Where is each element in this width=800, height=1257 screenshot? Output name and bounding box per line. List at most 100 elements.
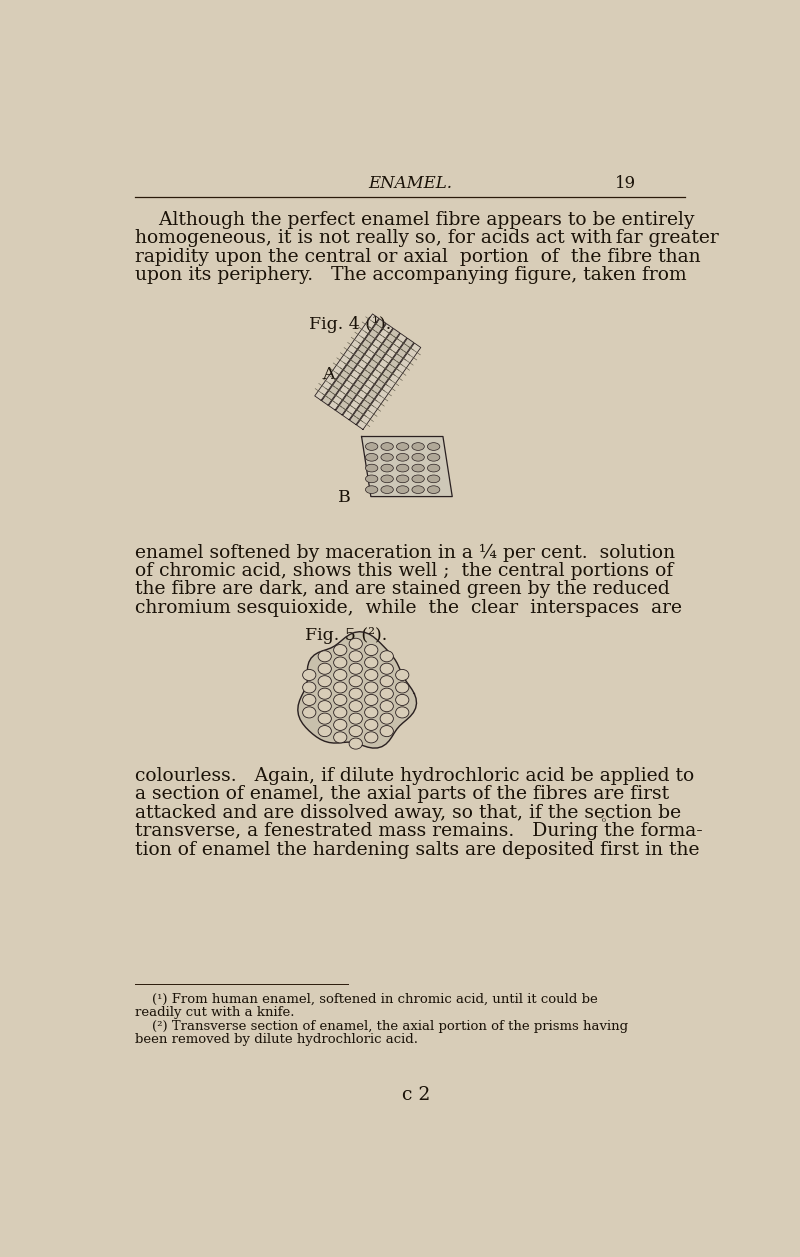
Ellipse shape — [318, 651, 331, 662]
Ellipse shape — [334, 694, 347, 705]
Ellipse shape — [366, 464, 378, 471]
Text: rapidity upon the central or axial  portion  of  the fibre than: rapidity upon the central or axial porti… — [135, 248, 701, 266]
Ellipse shape — [334, 670, 347, 680]
Ellipse shape — [381, 475, 394, 483]
Text: ENAMEL.: ENAMEL. — [368, 176, 452, 192]
Ellipse shape — [302, 694, 316, 705]
Ellipse shape — [334, 706, 347, 718]
Text: enamel softened by maceration in a ¼ per cent.  solution: enamel softened by maceration in a ¼ per… — [135, 543, 675, 562]
Ellipse shape — [397, 485, 409, 494]
Ellipse shape — [334, 681, 347, 693]
Ellipse shape — [318, 688, 331, 699]
Ellipse shape — [380, 651, 394, 662]
Text: a section of enamel, the axial parts of the fibres are first: a section of enamel, the axial parts of … — [135, 786, 669, 803]
Ellipse shape — [365, 670, 378, 680]
Polygon shape — [314, 314, 379, 400]
Ellipse shape — [349, 639, 362, 650]
Ellipse shape — [349, 700, 362, 711]
Ellipse shape — [365, 719, 378, 730]
Ellipse shape — [427, 485, 440, 494]
Ellipse shape — [380, 725, 394, 737]
Ellipse shape — [380, 676, 394, 686]
Ellipse shape — [396, 694, 409, 705]
Ellipse shape — [302, 681, 316, 693]
Text: ⁰: ⁰ — [602, 817, 606, 827]
Ellipse shape — [349, 725, 362, 737]
Ellipse shape — [318, 725, 331, 737]
Ellipse shape — [349, 676, 362, 686]
Ellipse shape — [366, 454, 378, 461]
Text: Although the perfect enamel fibre appears to be entirely: Although the perfect enamel fibre appear… — [135, 211, 694, 229]
Ellipse shape — [302, 670, 316, 680]
Ellipse shape — [397, 454, 409, 461]
Ellipse shape — [397, 475, 409, 483]
Text: B: B — [338, 489, 351, 505]
Ellipse shape — [349, 713, 362, 724]
Text: transverse, a fenestrated mass remains.   During the forma-: transverse, a fenestrated mass remains. … — [135, 822, 702, 840]
Ellipse shape — [366, 485, 378, 494]
Polygon shape — [298, 632, 417, 748]
Ellipse shape — [381, 485, 394, 494]
Text: A: A — [322, 367, 334, 383]
Text: homogeneous, it is not really so, for acids act with far greater: homogeneous, it is not really so, for ac… — [135, 229, 718, 248]
Text: readily cut with a knife.: readily cut with a knife. — [135, 1007, 294, 1019]
Ellipse shape — [365, 681, 378, 693]
Polygon shape — [357, 343, 421, 430]
Ellipse shape — [365, 657, 378, 667]
Ellipse shape — [381, 442, 394, 450]
Text: c 2: c 2 — [402, 1086, 430, 1105]
Ellipse shape — [397, 442, 409, 450]
Ellipse shape — [349, 688, 362, 699]
Ellipse shape — [366, 442, 378, 450]
Text: chromium sesquioxide,  while  the  clear  interspaces  are: chromium sesquioxide, while the clear in… — [135, 600, 682, 617]
Text: upon its periphery.   The accompanying figure, taken from: upon its periphery. The accompanying fig… — [135, 266, 686, 284]
Ellipse shape — [380, 664, 394, 674]
Text: tion of enamel the hardening salts are deposited first in the: tion of enamel the hardening salts are d… — [135, 841, 699, 859]
Text: attacked and are dissolved away, so that, if the section be: attacked and are dissolved away, so that… — [135, 803, 681, 822]
Polygon shape — [342, 333, 407, 420]
Ellipse shape — [396, 706, 409, 718]
Ellipse shape — [318, 664, 331, 674]
Text: Fig. 5 (²).: Fig. 5 (²). — [306, 627, 388, 644]
Text: the fibre are dark, and are stained green by the reduced: the fibre are dark, and are stained gree… — [135, 581, 670, 598]
Text: Fig. 4 (¹).: Fig. 4 (¹). — [310, 317, 391, 333]
Ellipse shape — [365, 706, 378, 718]
Ellipse shape — [412, 485, 424, 494]
Ellipse shape — [349, 651, 362, 662]
Ellipse shape — [412, 442, 424, 450]
Ellipse shape — [412, 464, 424, 471]
Ellipse shape — [318, 676, 331, 686]
Polygon shape — [322, 319, 386, 405]
Text: 19: 19 — [615, 176, 637, 192]
Ellipse shape — [427, 475, 440, 483]
Ellipse shape — [412, 454, 424, 461]
Ellipse shape — [427, 442, 440, 450]
Ellipse shape — [381, 454, 394, 461]
Ellipse shape — [412, 475, 424, 483]
Polygon shape — [329, 323, 393, 410]
Text: of chromic acid, shows this well ;  the central portions of: of chromic acid, shows this well ; the c… — [135, 562, 673, 579]
Ellipse shape — [365, 732, 378, 743]
Ellipse shape — [334, 657, 347, 667]
Ellipse shape — [365, 694, 378, 705]
Ellipse shape — [365, 645, 378, 656]
Ellipse shape — [380, 713, 394, 724]
Ellipse shape — [318, 713, 331, 724]
Polygon shape — [350, 338, 414, 425]
Ellipse shape — [349, 738, 362, 749]
Polygon shape — [362, 436, 452, 497]
Ellipse shape — [427, 464, 440, 471]
Text: been removed by dilute hydrochloric acid.: been removed by dilute hydrochloric acid… — [135, 1033, 418, 1046]
Ellipse shape — [396, 670, 409, 680]
Ellipse shape — [380, 700, 394, 711]
Ellipse shape — [349, 664, 362, 674]
Ellipse shape — [381, 464, 394, 471]
Ellipse shape — [366, 475, 378, 483]
Ellipse shape — [334, 645, 347, 656]
Ellipse shape — [396, 681, 409, 693]
Ellipse shape — [334, 732, 347, 743]
Text: colourless.   Again, if dilute hydrochloric acid be applied to: colourless. Again, if dilute hydrochlori… — [135, 767, 694, 784]
Text: (²) Transverse section of enamel, the axial portion of the prisms having: (²) Transverse section of enamel, the ax… — [135, 1021, 628, 1033]
Polygon shape — [336, 328, 400, 415]
Ellipse shape — [380, 688, 394, 699]
